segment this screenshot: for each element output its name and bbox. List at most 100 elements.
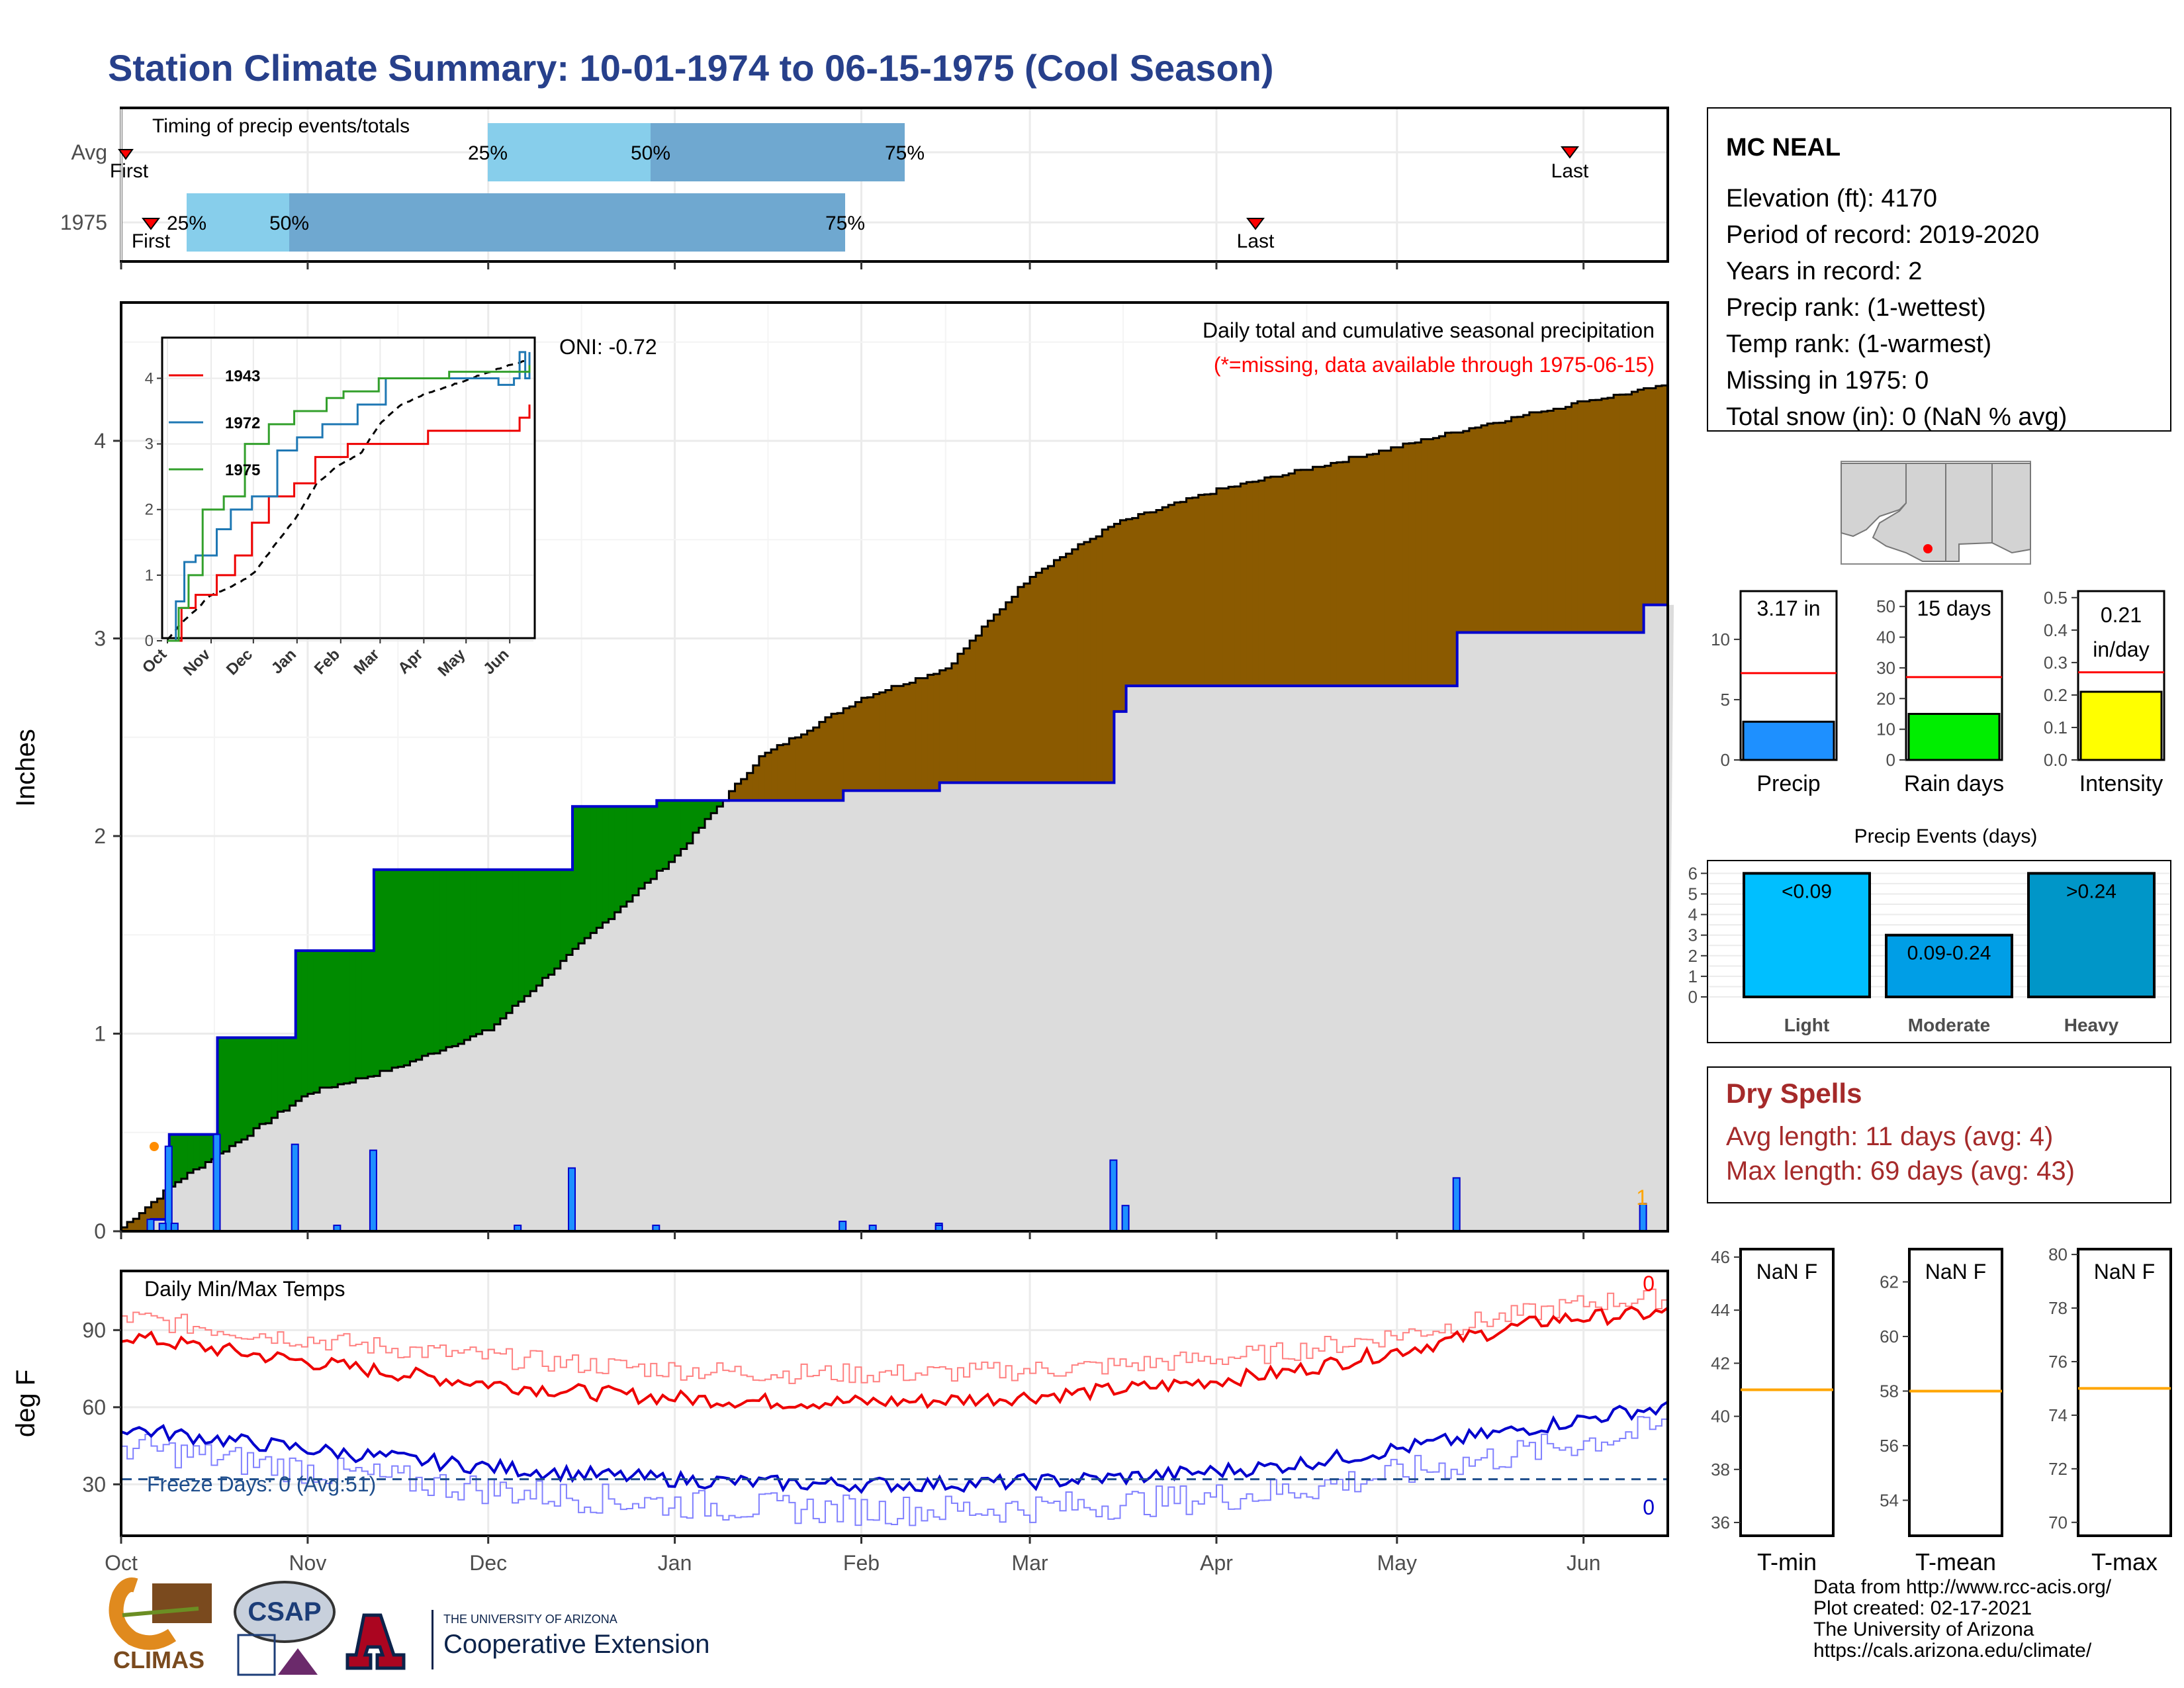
precip-deficit-segment: [1283, 475, 1289, 686]
precip-surplus-segment: [380, 869, 387, 1071]
precip-deficit-segment: [1505, 421, 1512, 633]
logos: CLIMAS CSAP THE UNIVERSITY OF ARIZONA Co…: [109, 1577, 709, 1676]
precip-surplus-segment: [717, 800, 723, 807]
precip-deficit-segment: [1150, 512, 1157, 686]
precip-surplus-segment: [320, 951, 326, 1088]
min-missing-count: 0: [1643, 1495, 1655, 1519]
locator-map: [1841, 461, 2031, 565]
precip-surplus-segment: [530, 869, 537, 992]
temp-summary-ytick-label: 40: [1711, 1407, 1730, 1427]
daily-precip-bar: [212, 1133, 221, 1232]
precip-surplus-segment: [524, 869, 531, 996]
precip-deficit-segment: [964, 648, 970, 783]
precip-deficit-segment: [897, 686, 904, 791]
month-tick-label: Oct: [105, 1551, 138, 1575]
precip-deficit-segment: [1186, 498, 1193, 686]
precip-deficit-segment: [1264, 477, 1271, 686]
inset-ytick-label: 1: [145, 567, 154, 585]
precip-deficit-segment: [927, 675, 934, 791]
precip-deficit-segment: [1246, 482, 1253, 686]
precip-deficit-segment: [1469, 428, 1476, 633]
precip-surplus-segment: [639, 806, 645, 889]
precip-deficit-segment: [1487, 423, 1494, 633]
precip-deficit-segment: [1042, 569, 1048, 783]
precip-surplus-segment: [614, 806, 621, 913]
temp-summary-ytick-label: 46: [1711, 1247, 1730, 1267]
precip-surplus-segment: [386, 869, 392, 1071]
mini-bar-ytick-label: 40: [1876, 628, 1895, 647]
daily-precip-bar: [1109, 1159, 1118, 1232]
precip-deficit-segment: [1036, 573, 1042, 783]
precip-deficit-segment: [993, 614, 1001, 783]
precip-surplus-segment: [651, 806, 657, 879]
ua-logo: THE UNIVERSITY OF ARIZONA Cooperative Ex…: [345, 1610, 709, 1670]
precip-deficit-segment: [1661, 385, 1668, 605]
events-ytick-label: 6: [1688, 863, 1698, 883]
precip-deficit-segment: [945, 668, 952, 783]
precip-deficit-segment: [801, 734, 808, 801]
precip-deficit-segment: [981, 626, 989, 783]
precip-deficit-segment: [1427, 439, 1433, 686]
precip-base-area: [121, 604, 1674, 1231]
precip-avg-line: [121, 384, 1668, 1229]
precip-deficit-segment: [1649, 388, 1657, 605]
precip-deficit-segment: [819, 722, 826, 801]
missing-count: 1: [1636, 1186, 1648, 1209]
temp-summary-ytick-label: 42: [1711, 1353, 1730, 1373]
precip-surplus-segment: [512, 869, 519, 1006]
temp-summary-frame: [1908, 1248, 2003, 1537]
events-ytick-label: 3: [1688, 925, 1698, 945]
precip-surplus-segment: [404, 869, 411, 1066]
precip-ylabel: Inches: [11, 729, 40, 807]
precip-deficit-segment: [867, 697, 874, 791]
page-title: Station Climate Summary: 10-01-1974 to 0…: [108, 47, 1274, 89]
precip-deficit-segment: [1614, 395, 1620, 633]
mini-bar-intensity: [2079, 690, 2163, 761]
station-info-line: Total snow (in): 0 (NaN % avg): [1726, 403, 2067, 431]
daily-precip-bar: [146, 1219, 155, 1232]
daily-precip-bar: [568, 1167, 576, 1232]
station-info-line: Elevation (ft): 4170: [1726, 185, 1937, 212]
precip-surplus-segment: [283, 1037, 291, 1111]
precip-deficit-segment: [729, 791, 736, 801]
precip-deficit-segment: [1408, 443, 1416, 686]
timing-title: Timing of precip events/totals: [152, 115, 410, 137]
daily-precip-bar: [164, 1145, 173, 1232]
timing-bar-year-50-75: [289, 193, 845, 252]
precip-deficit-segment: [885, 690, 892, 791]
precip-deficit-segment: [1589, 400, 1596, 633]
dry-spells-max: Max length: 69 days (avg: 43): [1726, 1156, 2075, 1186]
events-bar-label: Moderate: [1908, 1015, 1990, 1035]
precip-surplus-segment: [392, 869, 398, 1068]
temp-summary-ytick-label: 38: [1711, 1460, 1730, 1479]
precip-deficit-segment: [1060, 557, 1067, 783]
climas-logo: CLIMAS: [109, 1577, 212, 1673]
precip-deficit-segment: [1228, 487, 1235, 686]
mini-bar-ytick-label: 30: [1876, 658, 1895, 678]
precip-deficit-segment: [1583, 401, 1590, 633]
mini-bar-rain-days: [1907, 712, 2001, 761]
mini-bar-value: 15 days: [1917, 596, 1991, 620]
temp-summary-ytick-label: 70: [2048, 1513, 2068, 1532]
precip-deficit-segment: [843, 708, 850, 791]
precip-surplus-segment: [433, 869, 441, 1054]
precip-surplus-segment: [343, 951, 351, 1084]
precip-deficit-segment: [1192, 497, 1199, 686]
mini-bar-ytick-label: 10: [1711, 630, 1730, 649]
temp-summary-ytick-label: 56: [1880, 1436, 1899, 1456]
timing-row-label-avg: Avg: [71, 140, 107, 164]
temp-summary-label: T-min: [1757, 1548, 1817, 1575]
mini-bar-value: in/day: [2093, 637, 2149, 661]
events-bar-heavy: [2027, 872, 2156, 999]
precip-surplus-segment: [259, 1037, 266, 1124]
precip-surplus-segment: [590, 806, 597, 933]
precip-surplus-segment: [494, 869, 501, 1025]
timing-year-last-label: Last: [1237, 230, 1275, 252]
precip-deficit-segment: [1174, 502, 1181, 686]
mini-bar-ytick-label: 0: [1721, 750, 1730, 770]
precip-deficit-segment: [1457, 432, 1464, 633]
mini-bar-ytick-label: 0.5: [2044, 588, 2068, 608]
precip-ytick-label: 4: [94, 429, 106, 453]
precip-surplus-segment: [657, 800, 664, 871]
precip-surplus-segment: [235, 1037, 242, 1143]
